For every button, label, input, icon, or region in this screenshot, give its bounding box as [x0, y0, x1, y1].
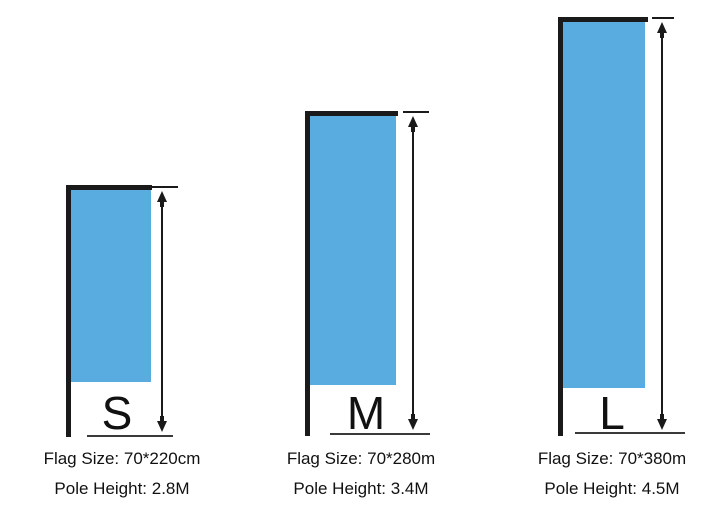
arrow-shaft	[661, 29, 663, 423]
flag-size-label: Flag Size: 70*280m	[286, 449, 436, 468]
pole-height-label: Pole Height: 3.4M	[293, 479, 429, 498]
arrow-shaft	[161, 198, 163, 425]
flag-pole	[66, 185, 71, 437]
height-tick	[152, 186, 178, 188]
base-line	[330, 433, 430, 435]
height-dimension-arrow	[407, 116, 419, 430]
flag-top-bar	[558, 17, 648, 22]
arrow-down-stem	[660, 414, 664, 421]
arrow-down-icon	[408, 419, 418, 430]
pole-height-label: Pole Height: 2.8M	[54, 479, 190, 498]
flag-top-bar	[66, 185, 152, 190]
arrow-up-icon	[408, 116, 418, 127]
arrow-down-stem	[160, 416, 164, 423]
arrow-down-icon	[657, 419, 667, 430]
height-tick	[652, 17, 674, 19]
size-letter: L	[599, 387, 625, 439]
pole-height-label: Pole Height: 4.5M	[544, 479, 680, 498]
flag-banner	[71, 190, 151, 382]
arrow-up-icon	[657, 22, 667, 33]
arrow-down-stem	[411, 414, 415, 421]
height-dimension-arrow	[656, 22, 668, 430]
size-letter: M	[346, 387, 386, 439]
flag-pole	[558, 17, 563, 436]
arrow-shaft	[412, 123, 414, 423]
flag-banner	[310, 116, 396, 385]
size-letter: S	[101, 387, 133, 439]
flag-size-label: Flag Size: 70*380m	[537, 449, 687, 468]
flag-banner	[563, 22, 645, 388]
arrow-down-icon	[157, 421, 167, 432]
base-line	[575, 432, 685, 434]
arrow-up-icon	[157, 191, 167, 202]
flag-size-label: Flag Size: 70*220cm	[43, 449, 201, 468]
height-dimension-arrow	[156, 191, 168, 432]
flag-pole	[305, 111, 310, 436]
base-line	[87, 435, 173, 437]
height-tick	[403, 111, 429, 113]
flag-top-bar	[305, 111, 398, 116]
